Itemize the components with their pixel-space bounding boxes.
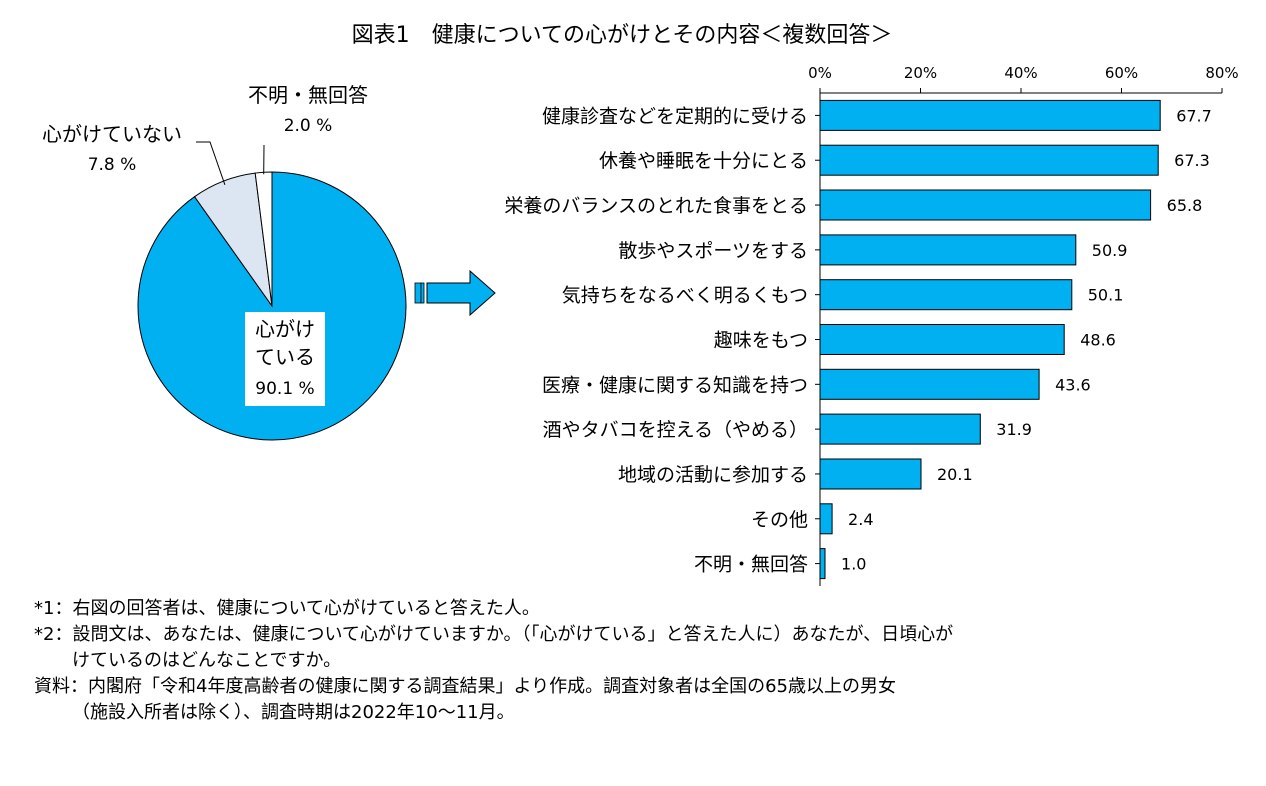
pie-value-label-1: 7.8 % [88,155,137,175]
bar [819,99,1161,131]
category-label: 不明・無回答 [694,554,808,576]
footnotes: *1：右図の回答者は、健康について心がけていると答えた人。 *2：設問文は、あな… [34,596,1254,726]
footnote-2-continued: けているのはどんなことですか。 [72,650,342,671]
bar-value-label: 50.1 [1088,286,1124,305]
pie-value-label-0: 90.1 % [255,379,314,399]
footnote-2: *2：設問文は、あなたは、健康について心がけていますか。（「心がけている」と答え… [34,624,954,645]
bar-value-label: 43.6 [1055,375,1091,394]
bar-value-label: 48.6 [1080,331,1116,350]
bar-value-label: 67.7 [1176,106,1212,125]
bar [819,144,1159,176]
x-tick-label: 60% [1105,64,1138,82]
bar [819,279,1073,311]
pie-leader-line-1 [196,141,226,185]
bar-value-label: 67.3 [1174,151,1210,170]
category-label: 趣味をもつ [714,330,808,352]
bar-value-label: 50.9 [1092,241,1128,260]
bar [819,234,1077,266]
category-label: 地域の活動に参加する [618,464,808,486]
pie-label-box-0: 心がけている 90.1 % [245,312,325,406]
category-label: 気持ちをなるべく明るくもつ [562,285,808,307]
source-note-continued: （施設入所者は除く）、調査時期は2022年10～11月。 [72,702,515,723]
pie-label-0-line-0: 心がけ [255,317,315,341]
bar-value-label: 20.1 [937,465,973,484]
x-tick-label: 20% [904,64,937,82]
source-note: 資料：内閣府「令和4年度高齢者の健康に関する調査結果」より作成。調査対象者は全国… [34,676,896,697]
x-tick-label: 0% [808,64,832,82]
bar [819,548,826,580]
bar [819,413,981,445]
footnote-1: *1：右図の回答者は、健康について心がけていると答えた人。 [34,598,540,619]
category-label: 医療・健康に関する知識を持つ [542,374,808,396]
bar-value-label: 2.4 [848,510,873,529]
category-label: 休養や睡眠を十分にとる [599,150,808,172]
bar-value-label: 31.9 [996,420,1032,439]
bar [819,503,833,535]
pie-value-label-2: 2.0 % [284,116,333,136]
category-label: 酒やタバコを控える（やめる） [543,419,808,441]
bar-value-label: 1.0 [841,555,866,574]
bar-chart: 0% 20% 40% 60% 80% 健康診査などを定期的に受ける 67.7 休養や睡眠を十分… [504,64,1239,586]
bar-value-label: 65.8 [1167,196,1203,215]
chart-title: 図表1 健康についての心がけとその内容＜複数回答＞ [352,23,893,48]
category-label: 散歩やスポーツをする [618,240,808,262]
arrow-right-icon [414,269,496,317]
x-tick-label: 40% [1004,64,1037,82]
pie-label-0-line-1: ている [255,345,315,369]
bar [819,324,1065,355]
bar [819,458,922,490]
pie-label-bg [245,312,325,406]
pie-label-1: 心がけていない [42,122,182,146]
bar [819,368,1040,400]
pie-chart: 心がけている 90.1 % 心がけていない 7.8 % 不明・無回答 2.0 % [42,83,407,441]
pie-label-2: 不明・無回答 [248,83,368,107]
category-label: その他 [751,509,808,531]
category-label: 健康診査などを定期的に受ける [542,105,808,127]
bar [819,189,1152,221]
category-label: 栄養のバランスのとれた食事をとる [504,195,808,217]
x-tick-label: 80% [1205,64,1238,82]
